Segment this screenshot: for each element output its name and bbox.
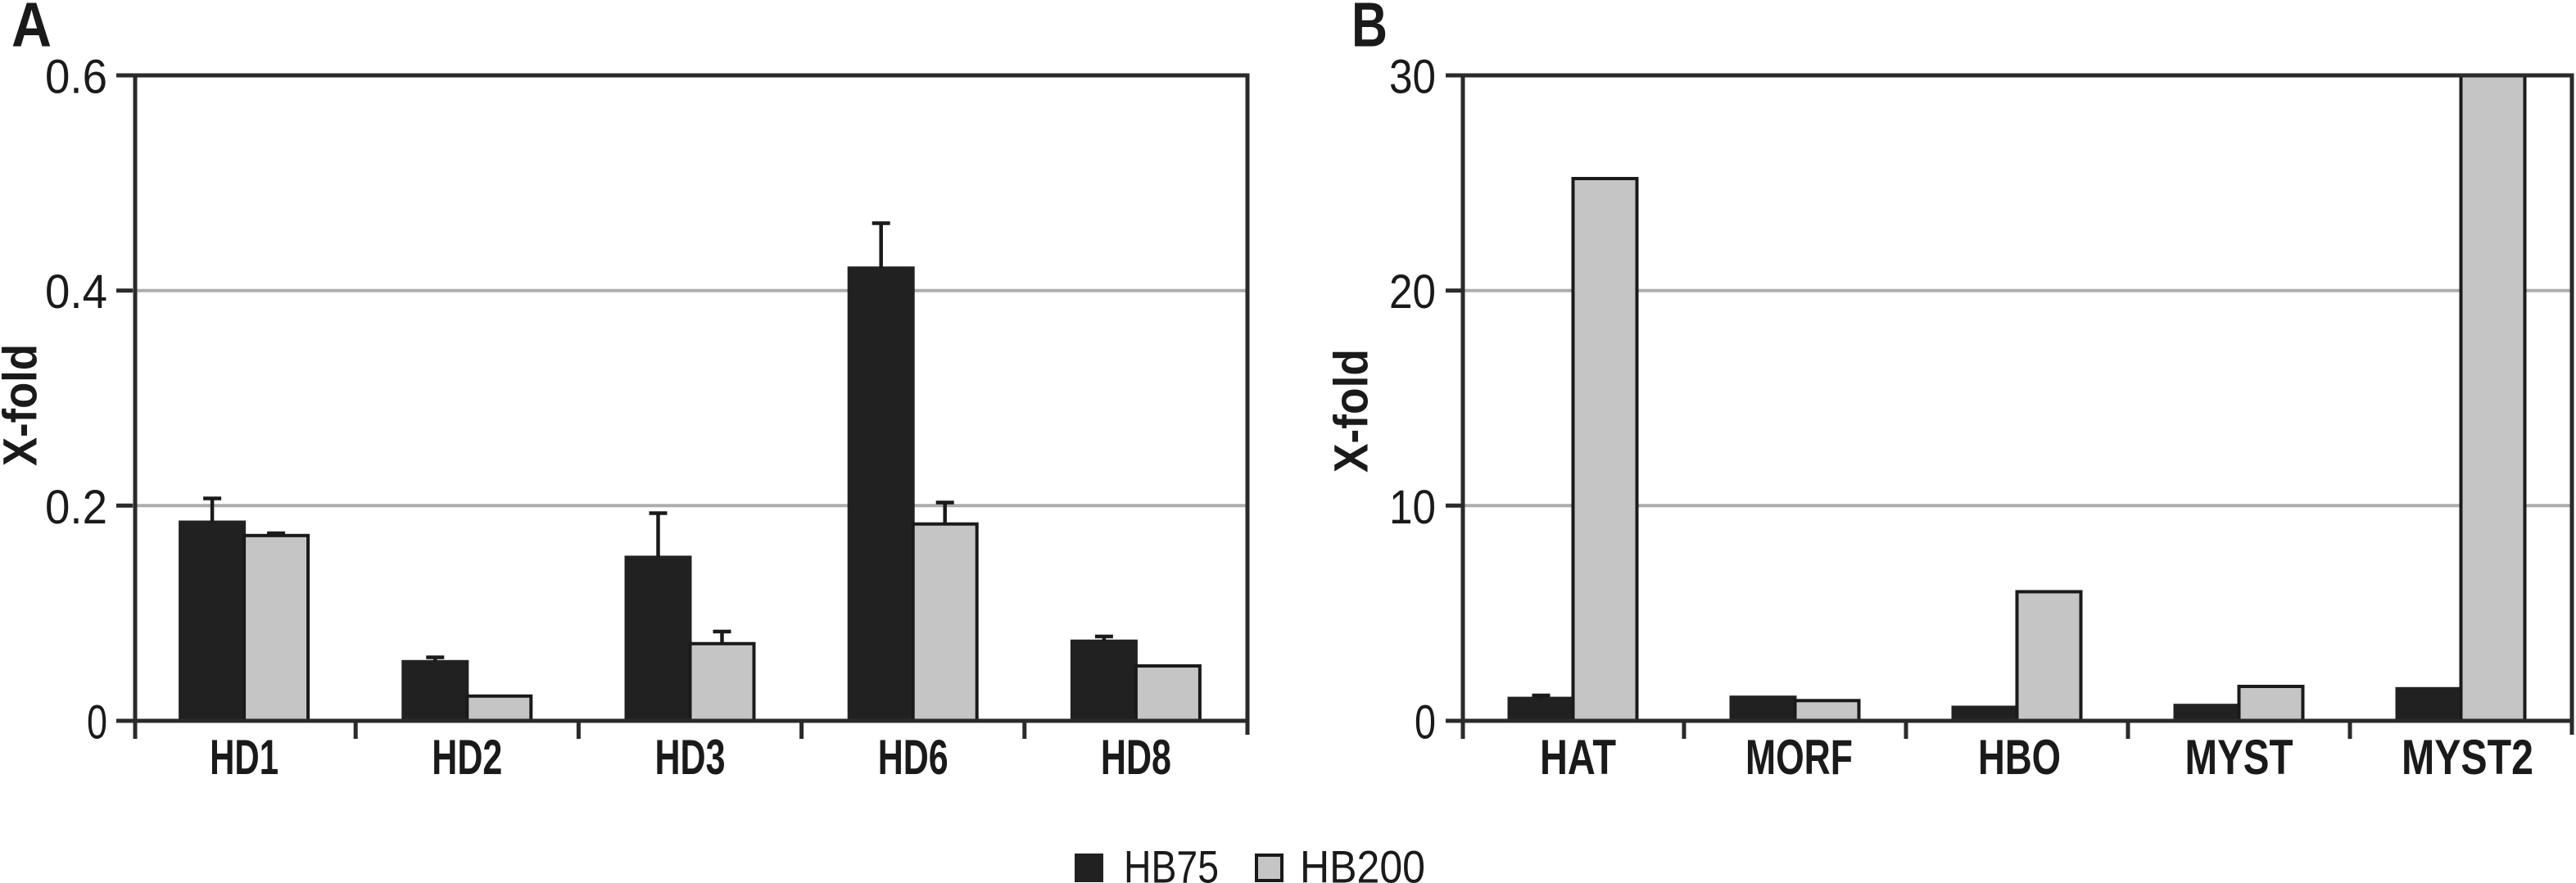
svg-text:30: 30 xyxy=(1389,51,1436,104)
svg-text:B: B xyxy=(1351,0,1388,61)
svg-text:20: 20 xyxy=(1389,265,1436,319)
svg-text:0: 0 xyxy=(87,696,107,749)
svg-text:MYST2: MYST2 xyxy=(2402,730,2533,785)
svg-text:HD2: HD2 xyxy=(432,730,502,785)
svg-text:A: A xyxy=(11,0,52,61)
svg-text:HB75: HB75 xyxy=(1124,841,1219,883)
svg-text:0.6: 0.6 xyxy=(45,51,107,104)
svg-text:0.2: 0.2 xyxy=(45,481,107,534)
svg-text:X-fold: X-fold xyxy=(1325,349,1379,473)
svg-text:HAT: HAT xyxy=(1540,730,1616,785)
svg-text:0.4: 0.4 xyxy=(45,265,107,319)
svg-text:MYST: MYST xyxy=(2185,730,2293,785)
svg-text:HD6: HD6 xyxy=(878,730,948,785)
svg-text:HBO: HBO xyxy=(1978,730,2061,785)
svg-text:HD3: HD3 xyxy=(655,730,726,785)
svg-text:HD8: HD8 xyxy=(1101,730,1171,785)
svg-text:MORF: MORF xyxy=(1745,730,1853,785)
svg-text:10: 10 xyxy=(1389,481,1436,534)
svg-text:0: 0 xyxy=(1415,696,1436,749)
svg-text:HB200: HB200 xyxy=(1300,841,1425,883)
svg-text:X-fold: X-fold xyxy=(0,344,48,466)
svg-text:HD1: HD1 xyxy=(210,730,278,785)
